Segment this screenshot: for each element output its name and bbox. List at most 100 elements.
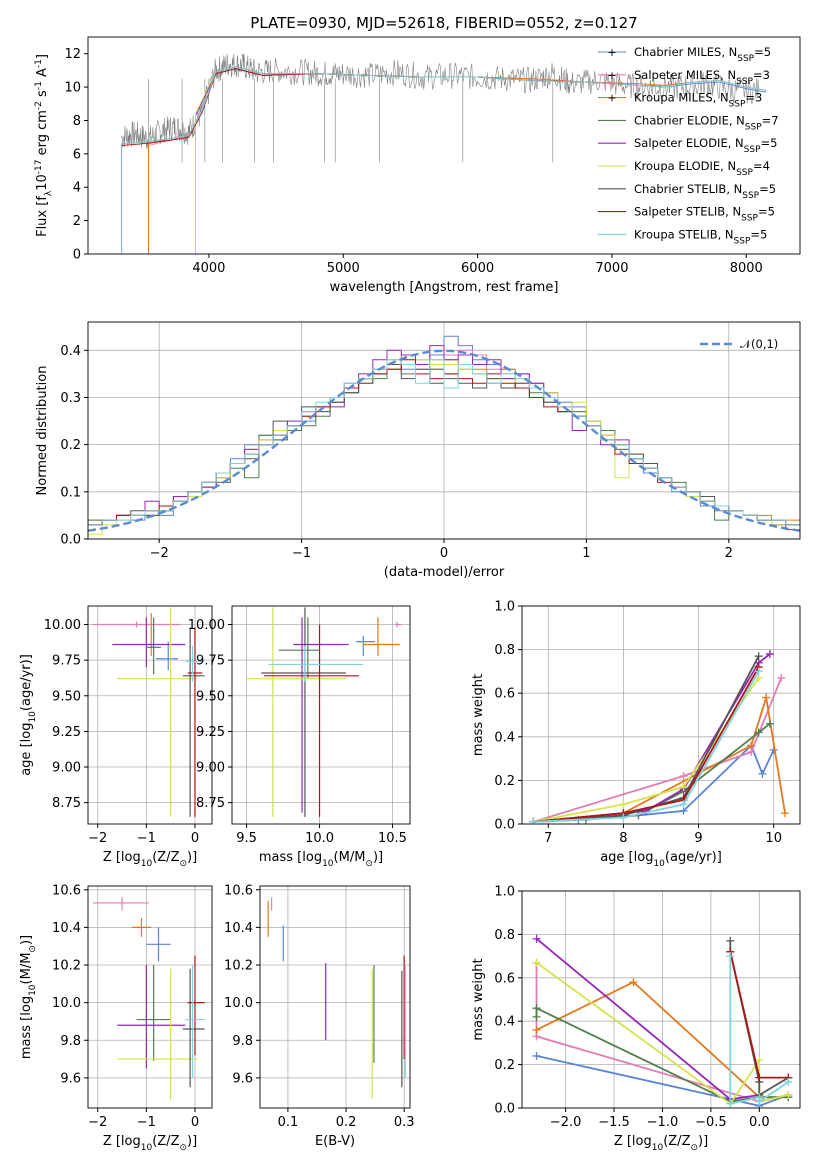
weight-marker <box>532 958 541 967</box>
x-axis-label: age [log10(age/yr)] <box>600 850 722 869</box>
legend-entry: Kroupa STELIB, NSSP=5 <box>634 227 767 246</box>
errorbar-point <box>136 965 171 1061</box>
x-tick-label: −1.5 <box>598 1115 630 1130</box>
legend-entry: Salpeter ELODIE, NSSP=5 <box>634 136 777 155</box>
errorbar-point <box>146 927 171 962</box>
y-tick-label: 10.4 <box>52 921 81 936</box>
weight-marker <box>784 1077 793 1086</box>
axes-residuals: −2 −1 0 1 2 0.0 0.1 0.2 0.3 0.4 (data-model)/error… <box>35 321 801 580</box>
y-tick-label: 12 <box>64 47 81 62</box>
errorbar-point <box>117 965 186 1069</box>
y-tick-label: 0.0 <box>494 818 515 833</box>
x-tick-label: −1 <box>137 1115 156 1130</box>
weight-marker <box>532 1004 541 1013</box>
errorbar-point <box>268 645 364 682</box>
plot-area <box>121 53 767 254</box>
weight-marker <box>619 800 628 809</box>
errorbar-point <box>246 607 346 817</box>
y-tick-label: 10.6 <box>52 883 81 898</box>
x-tick-label: 0.0 <box>749 1115 770 1130</box>
y-tick-label: 9.50 <box>196 689 225 704</box>
x-tick-label: −2 <box>88 831 107 846</box>
weight-marker <box>754 667 763 676</box>
y-tick-label: 9.25 <box>52 725 81 740</box>
plot-area <box>92 897 205 1101</box>
y-axis-label: age [log10(age/yr)] <box>19 654 38 776</box>
errorbar-point <box>363 617 400 656</box>
weight-marker <box>529 817 538 824</box>
x-tick-label: 0 <box>440 546 448 561</box>
weight-marker <box>747 741 756 750</box>
weight-marker <box>754 652 763 661</box>
y-tick-label: 9.25 <box>196 725 225 740</box>
errorbar-point <box>264 624 359 817</box>
x-tick-label: 0 <box>191 831 199 846</box>
y-tick-label: 9.8 <box>60 1034 81 1049</box>
y-tick-label: 0.2 <box>60 438 81 453</box>
y-tick-label: 0.2 <box>494 1058 515 1073</box>
y-tick-label: 9.00 <box>196 761 225 776</box>
y-tick-label: 0 <box>73 248 81 263</box>
axes-mass-vs-EBV: 0.1 0.2 0.3 9.6 9.8 10.0 10.2 10.4 10.6 E(B-V) <box>224 883 414 1149</box>
errorbar-point <box>185 645 205 682</box>
y-tick-label: 8.75 <box>52 796 81 811</box>
axes-age-vs-mass: 9.5 10.0 10.5 8.75 9.00 9.25 9.50 9.75 10.00 mass… <box>188 605 411 869</box>
y-tick-label: 8.75 <box>196 796 225 811</box>
y-tick-label: 0.0 <box>494 1102 515 1117</box>
y-tick-label: 0.6 <box>494 971 515 986</box>
x-tick-label: 2 <box>725 546 733 561</box>
y-tick-label: 10.2 <box>52 959 81 974</box>
y-tick-label: 0.0 <box>60 533 81 548</box>
errorbar-point <box>278 617 320 679</box>
plot-area <box>88 335 800 535</box>
legend-entry: Salpeter STELIB, NSSP=5 <box>634 205 775 224</box>
legend-entry: Kroupa MILES, NSSP=3 <box>634 91 762 110</box>
weight-marker <box>532 934 541 943</box>
errorbar-point <box>92 897 149 911</box>
y-tick-label: 10.00 <box>44 618 81 633</box>
x-tick-label: −1 <box>137 831 156 846</box>
errorbar-point <box>185 965 205 1078</box>
figure-title: PLATE=0930, MJD=52618, FIBERID=0552, z=0… <box>250 14 637 32</box>
errorbar-point <box>187 627 203 817</box>
x-axis-label: Z [log10(Z/Z⊙)] <box>103 1134 197 1153</box>
y-tick-label: 8 <box>73 114 81 129</box>
x-axis-label: Z [log10(Z/Z⊙)] <box>614 1134 708 1153</box>
y-tick-label: 0.4 <box>494 730 515 745</box>
y-tick-label: 10.0 <box>224 996 253 1011</box>
y-tick-label: 0.8 <box>494 643 515 658</box>
weight-marker <box>679 800 688 809</box>
weight-marker <box>726 952 735 961</box>
y-tick-label: 10 <box>64 81 81 96</box>
x-tick-label: 5000 <box>327 261 360 276</box>
x-axis-label: Z [log10(Z/Z⊙)] <box>103 850 197 869</box>
axes-frame <box>231 605 411 825</box>
plot-area <box>267 897 406 1099</box>
axes-frame <box>521 605 801 825</box>
y-tick-label: 9.00 <box>52 761 81 776</box>
errorbar-point <box>117 607 198 817</box>
x-tick-label: 9 <box>694 831 702 846</box>
x-tick-label: 0 <box>191 1115 199 1130</box>
x-tick-label: 10 <box>765 831 782 846</box>
y-axis-label: mass [log10(M/M⊙)] <box>19 935 38 1059</box>
y-tick-label: 9.50 <box>52 689 81 704</box>
plot-area <box>532 934 793 1108</box>
axes-frame <box>87 605 213 825</box>
weight-marker <box>758 769 767 778</box>
errorbar-point <box>117 968 198 1101</box>
weight-marker <box>754 728 763 737</box>
y-tick-label: 9.75 <box>196 654 225 669</box>
y-tick-label: 0.3 <box>60 391 81 406</box>
x-tick-label: 0.2 <box>336 1115 357 1130</box>
weight-marker <box>780 809 789 818</box>
y-tick-label: 6 <box>73 147 81 162</box>
x-tick-label: 10.5 <box>378 831 407 846</box>
plot-area <box>92 607 205 817</box>
errorbar-point <box>293 617 349 813</box>
weight-marker <box>679 782 688 791</box>
weight-line <box>533 666 760 823</box>
errorbar-point <box>131 917 152 937</box>
x-tick-label: −2 <box>88 1115 107 1130</box>
axes-spectrum: 4000 5000 6000 7000 8000 0 2 4 6 8 10 12 wavelength … <box>34 36 801 295</box>
